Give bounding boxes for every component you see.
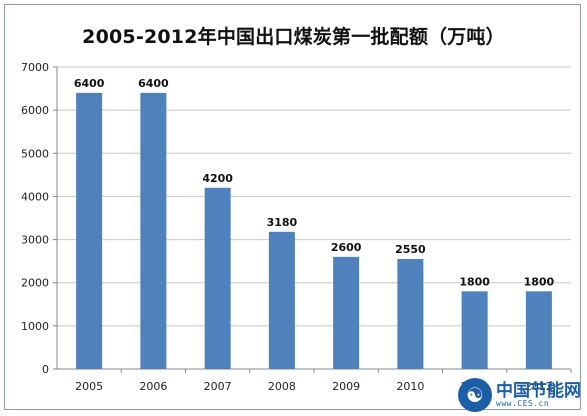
bar	[333, 256, 360, 369]
watermark-text: 中国节能网 www.CES.cn	[496, 380, 581, 408]
y-tick-label: 3000	[21, 234, 49, 247]
y-tick-label: 6000	[21, 104, 49, 117]
bar	[76, 92, 103, 369]
watermark: ☯ 中国节能网 www.CES.cn	[458, 378, 581, 412]
bar	[525, 291, 552, 369]
bar	[397, 258, 424, 369]
y-tick-label: 7000	[21, 61, 49, 74]
bar	[204, 187, 231, 369]
x-tick-label: 2007	[204, 380, 232, 393]
data-label: 4200	[202, 172, 233, 185]
y-tick-label: 0	[42, 363, 49, 376]
x-tick-label: 2008	[268, 380, 296, 393]
bar	[268, 231, 295, 369]
data-label: 1800	[459, 275, 490, 288]
data-label: 2600	[331, 241, 362, 254]
x-tick-label: 2005	[75, 380, 103, 393]
y-tick-label: 1000	[21, 320, 49, 333]
data-label: 6400	[138, 77, 169, 90]
y-tick-label: 2000	[21, 277, 49, 290]
x-tick-label: 2012	[525, 380, 553, 393]
watermark-url: www.CES.cn	[496, 398, 550, 408]
watermark-name: 中国节能网	[496, 380, 581, 401]
data-label: 2550	[395, 243, 426, 256]
watermark-logo-icon: ☯	[458, 378, 492, 412]
y-tick-label: 5000	[21, 147, 49, 160]
bar	[461, 291, 488, 369]
bar	[140, 92, 167, 369]
data-label: 3180	[267, 216, 298, 229]
x-tick-label: 2010	[396, 380, 424, 393]
y-tick-label: 4000	[21, 190, 49, 203]
x-tick-label: 2006	[139, 380, 167, 393]
chart-title: 2005-2012年中国出口煤炭第一批配额（万吨）	[82, 26, 505, 48]
data-label: 6400	[74, 77, 105, 90]
data-label: 1800	[524, 275, 555, 288]
x-tick-label: 2009	[332, 380, 360, 393]
